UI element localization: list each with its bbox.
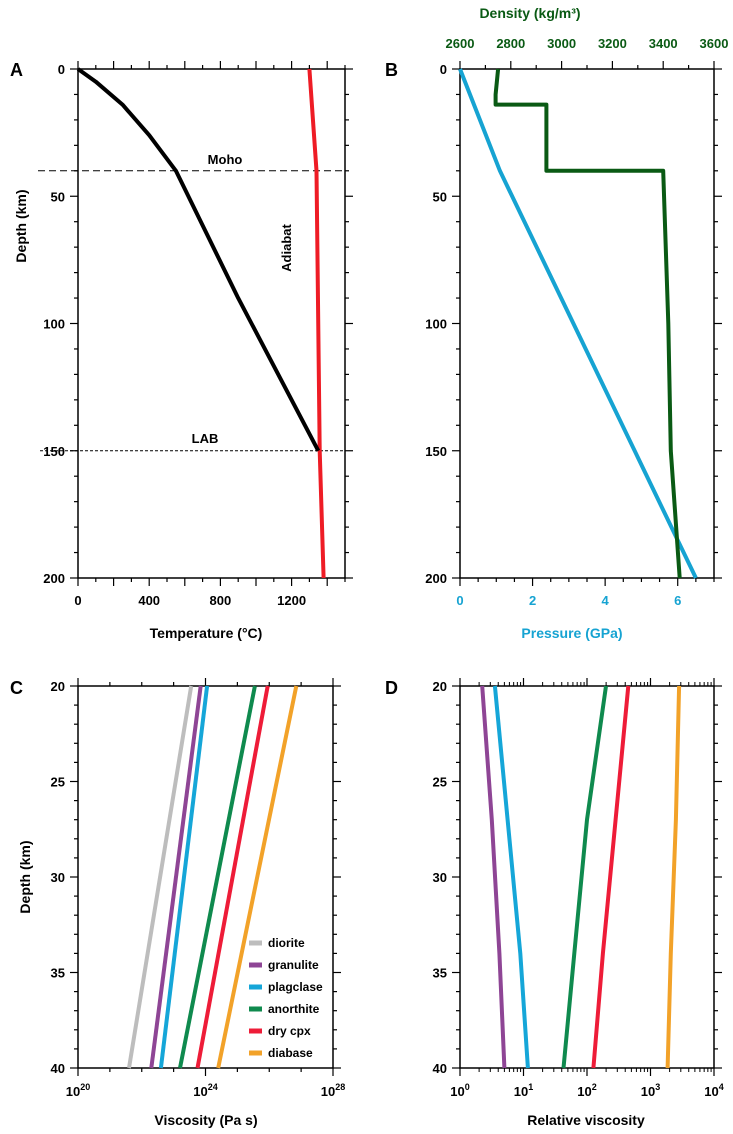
panel-c-x-label: 1020 <box>66 1082 90 1099</box>
panel-c-y-label: 40 <box>51 1061 65 1076</box>
panel-d-x-label: 103 <box>641 1082 660 1099</box>
panel-a-x-label: 0 <box>74 593 81 608</box>
density-line <box>493 68 682 579</box>
density-tick-label: 2800 <box>496 36 525 51</box>
panel-d-x-label: 100 <box>450 1082 469 1099</box>
viscosity-line-anorthite <box>178 685 257 1069</box>
pressure-line <box>458 68 698 579</box>
relative-viscosity-line-diabase <box>665 685 682 1069</box>
panel-a: 0 50 100 150 200 0 400 800 1200 Moho LAB Adiabat Dep… <box>10 60 353 641</box>
lab-label: LAB <box>192 431 219 446</box>
panel-d-x-label: 101 <box>514 1082 533 1099</box>
legend-label-granulite: granulite <box>268 958 319 972</box>
panel-b-y-label: 50 <box>433 189 447 204</box>
panel-d-xlabel: Relative viscosity <box>527 1112 645 1128</box>
panel-d-y-label: 30 <box>433 870 447 885</box>
viscosity-line-diabase <box>216 685 299 1069</box>
panel-a-x-label: 400 <box>138 593 160 608</box>
density-tick-label: 3200 <box>598 36 627 51</box>
adiabat-label: Adiabat <box>279 223 294 271</box>
adiabat-line <box>307 68 326 579</box>
panel-d-y-label: 20 <box>433 679 447 694</box>
panel-letter-c: C <box>10 678 23 698</box>
panel-c-xlabel: Viscosity (Pa s) <box>154 1112 257 1128</box>
legend-label-diorite: diorite <box>268 936 305 950</box>
panel-c-y-label: 35 <box>51 966 65 981</box>
panel-d-x-label: 102 <box>577 1082 596 1099</box>
panel-c-y-label: 25 <box>51 775 65 790</box>
viscosity-line-dry-cpx <box>195 685 270 1069</box>
panel-d-y-label: 35 <box>433 966 447 981</box>
relative-viscosity-line-granulite <box>480 685 507 1069</box>
panel-b: 0 50 100 150 200 2600 2800 3000 3200 3400 3600 Dens… <box>385 5 728 641</box>
density-tick-label: 3600 <box>700 36 729 51</box>
panel-c-ylabel: Depth (km) <box>17 840 33 913</box>
panel-letter-b: B <box>385 60 398 80</box>
pressure-tick-label: 2 <box>529 593 536 608</box>
panel-letter-a: A <box>10 60 23 80</box>
panel-a-xlabel: Temperature (°C) <box>150 625 263 641</box>
panel-a-y-label: 200 <box>43 571 65 586</box>
panel-b-y-label: 100 <box>425 317 447 332</box>
panel-a-y-label: 0 <box>58 62 65 77</box>
pressure-axis-label: Pressure (GPa) <box>521 625 622 641</box>
panel-a-y-label: 50 <box>51 189 65 204</box>
panel-b-y-label: 200 <box>425 571 447 586</box>
viscosity-line-diorite <box>127 685 194 1069</box>
panel-d-x-label: 104 <box>704 1082 723 1099</box>
legend-label-plagclase: plagclase <box>268 980 323 994</box>
density-axis-label: Density (kg/m³) <box>479 5 580 21</box>
relative-viscosity-line-plagclase <box>492 685 530 1069</box>
legend-label-anorthite: anorthite <box>268 1002 320 1016</box>
legend-label-dry-cpx: dry cpx <box>268 1024 311 1038</box>
panel-a-y-label: 100 <box>43 317 65 332</box>
panel-letter-d: D <box>385 678 398 698</box>
viscosity-line-plagclase <box>158 685 210 1069</box>
viscosity-line-granulite <box>149 685 203 1069</box>
density-tick-label: 3400 <box>649 36 678 51</box>
pressure-tick-label: 0 <box>456 593 463 608</box>
panel-c-x-label: 1028 <box>321 1082 345 1099</box>
panel-a-ylabel: Depth (km) <box>13 189 29 262</box>
panel-c-y-label: 20 <box>51 679 65 694</box>
moho-label: Moho <box>208 152 243 167</box>
panel-a-frame <box>77 68 346 579</box>
density-tick-label: 2600 <box>446 36 475 51</box>
panel-a-x-label: 800 <box>210 593 232 608</box>
pressure-tick-label: 4 <box>602 593 610 608</box>
panel-d-y-label: 40 <box>433 1061 447 1076</box>
density-tick-label: 3000 <box>547 36 576 51</box>
panel-b-y-label: 150 <box>425 444 447 459</box>
panel-a-y-label: 150 <box>43 444 65 459</box>
pressure-tick-label: 6 <box>674 593 681 608</box>
panel-c-y-label: 30 <box>51 870 65 885</box>
legend-label-diabase: diabase <box>268 1046 313 1060</box>
panel-a-x-label: 1200 <box>277 593 306 608</box>
panel-d-y-label: 25 <box>433 775 447 790</box>
panel-b-y-label: 0 <box>440 62 447 77</box>
relative-viscosity-line-dry-cpx <box>591 685 631 1069</box>
relative-viscosity-line-anorthite <box>561 685 608 1069</box>
geotherm-line <box>76 67 321 452</box>
panel-c-x-label: 1024 <box>193 1082 217 1099</box>
